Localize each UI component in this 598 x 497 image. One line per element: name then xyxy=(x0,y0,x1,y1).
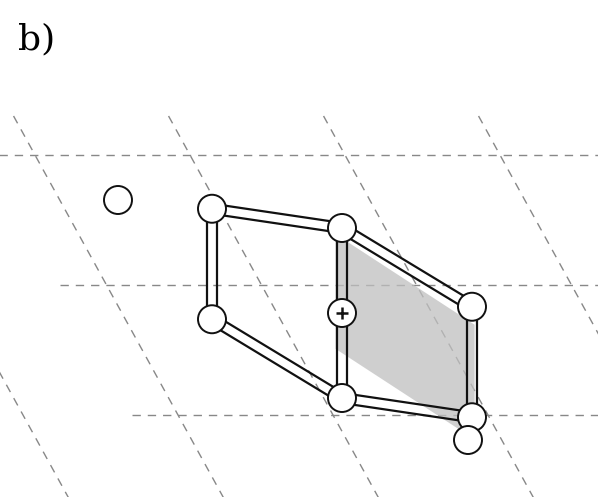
Circle shape xyxy=(198,195,226,223)
Circle shape xyxy=(458,293,486,321)
Circle shape xyxy=(328,299,356,327)
Text: b): b) xyxy=(18,22,55,56)
Circle shape xyxy=(198,305,226,333)
Circle shape xyxy=(328,214,356,242)
Polygon shape xyxy=(335,234,475,439)
Circle shape xyxy=(104,186,132,214)
Circle shape xyxy=(454,426,482,454)
Circle shape xyxy=(458,403,486,431)
Circle shape xyxy=(328,384,356,412)
